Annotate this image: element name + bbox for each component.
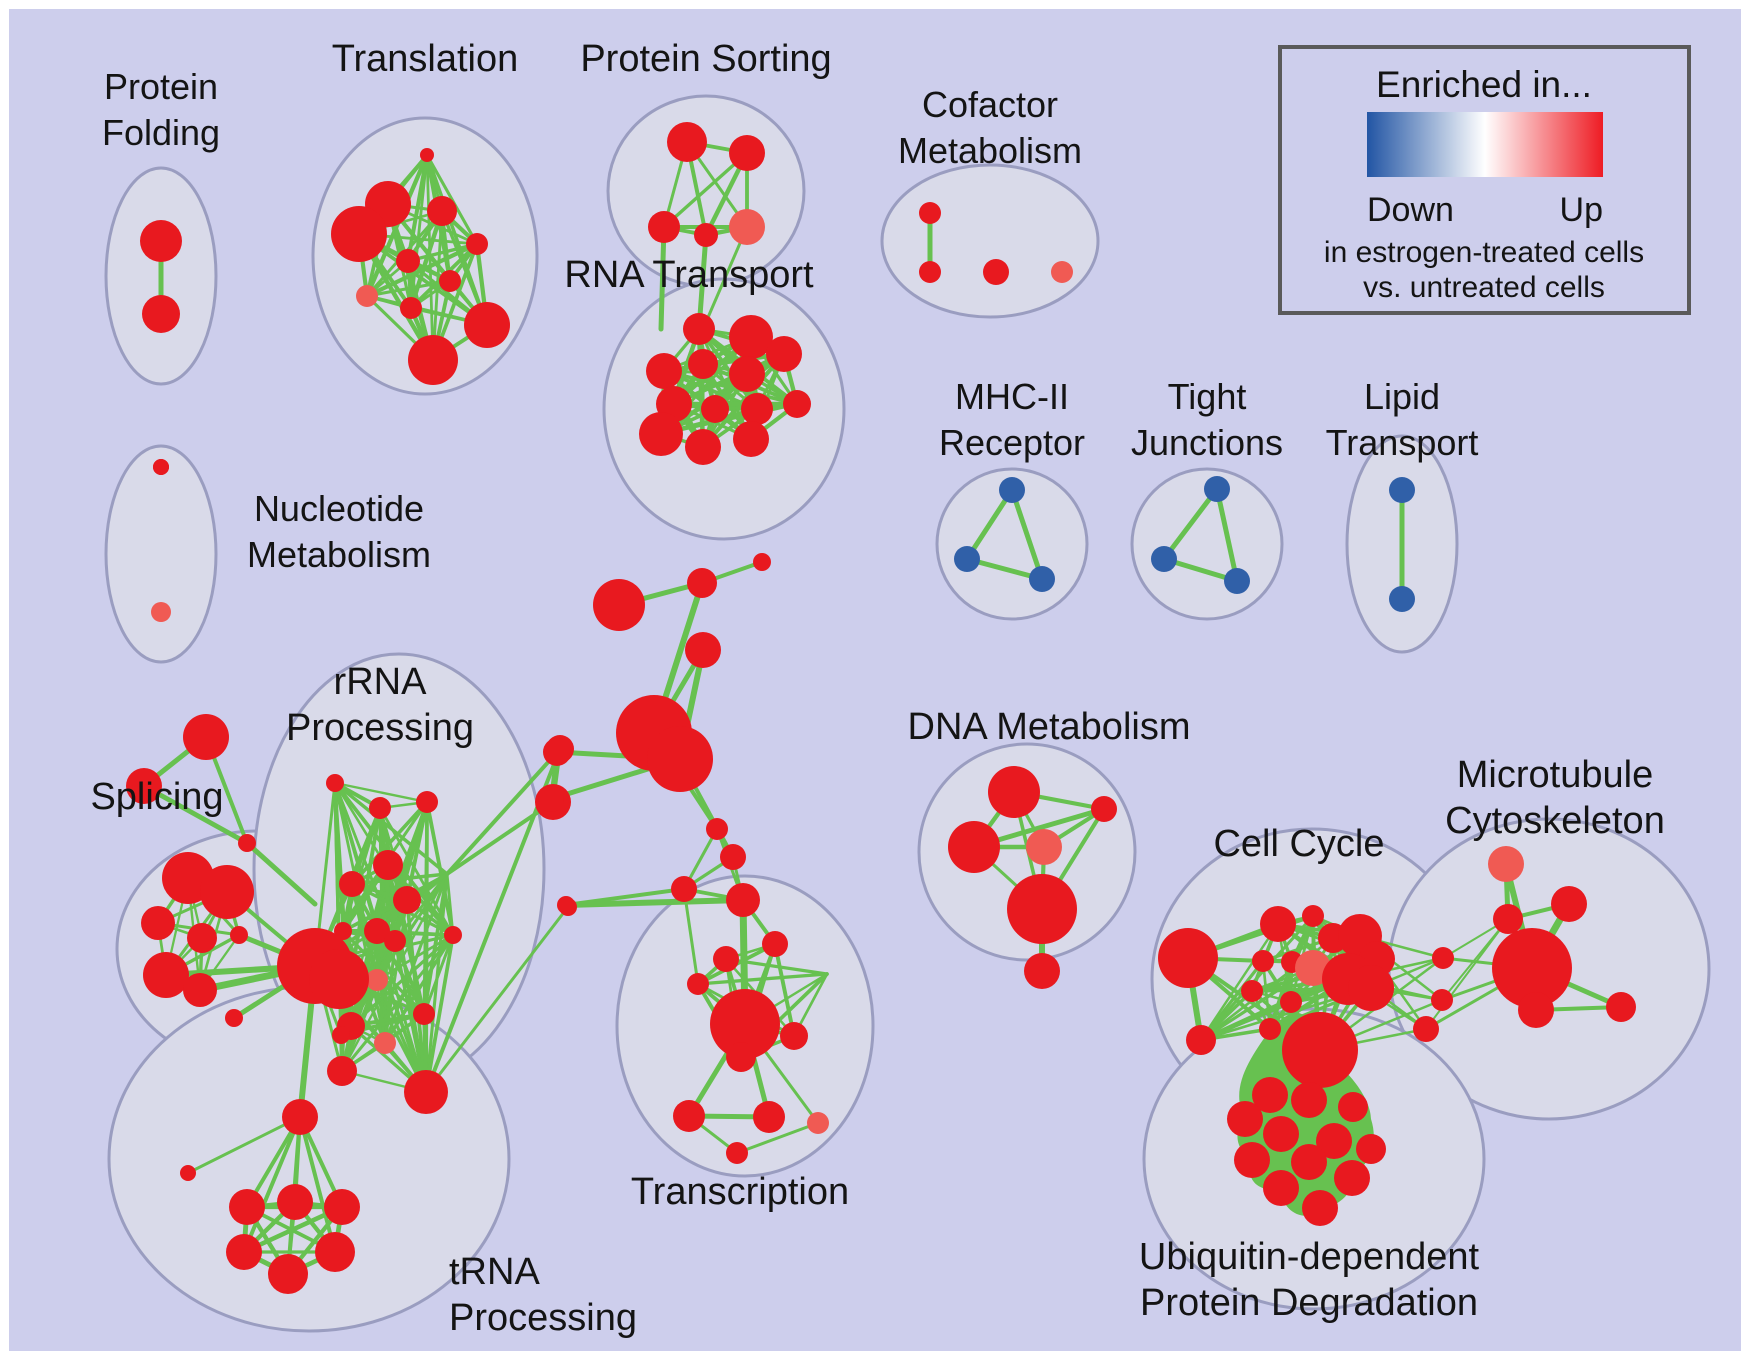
svg-text:tRNA: tRNA (449, 1251, 540, 1293)
svg-text:Ubiquitin-dependent: Ubiquitin-dependent (1139, 1236, 1480, 1278)
svg-text:rRNA: rRNA (334, 661, 428, 703)
svg-text:Transport: Transport (1326, 422, 1479, 463)
svg-text:Folding: Folding (102, 112, 220, 153)
svg-text:Protein Degradation: Protein Degradation (1140, 1282, 1478, 1324)
svg-text:RNA Transport: RNA Transport (564, 254, 814, 296)
svg-text:Microtubule: Microtubule (1457, 754, 1653, 796)
svg-text:in estrogen-treated cells: in estrogen-treated cells (1324, 236, 1644, 269)
svg-text:Lipid: Lipid (1364, 376, 1440, 417)
svg-text:Processing: Processing (286, 707, 474, 749)
svg-text:Enriched in...: Enriched in... (1376, 64, 1592, 105)
svg-text:Cell Cycle: Cell Cycle (1213, 823, 1384, 865)
svg-text:MHC-II: MHC-II (955, 376, 1069, 417)
svg-text:DNA Metabolism: DNA Metabolism (908, 706, 1191, 748)
svg-text:Processing: Processing (449, 1297, 637, 1339)
svg-text:Nucleotide: Nucleotide (254, 488, 424, 529)
svg-text:Cofactor: Cofactor (922, 84, 1058, 125)
svg-text:Up: Up (1560, 191, 1603, 229)
svg-text:Down: Down (1367, 191, 1454, 229)
svg-text:Splicing: Splicing (90, 776, 223, 818)
svg-text:Receptor: Receptor (939, 422, 1085, 463)
svg-text:Metabolism: Metabolism (247, 534, 431, 575)
svg-text:Metabolism: Metabolism (898, 130, 1082, 171)
svg-text:Translation: Translation (332, 38, 519, 80)
svg-text:Cytoskeleton: Cytoskeleton (1445, 800, 1665, 842)
svg-text:Transcription: Transcription (631, 1171, 849, 1213)
svg-text:Tight: Tight (1168, 376, 1247, 417)
svg-text:Junctions: Junctions (1131, 422, 1283, 463)
svg-text:Protein Sorting: Protein Sorting (580, 38, 831, 80)
svg-text:Protein: Protein (104, 66, 218, 107)
svg-text:vs. untreated cells: vs. untreated cells (1363, 271, 1605, 304)
